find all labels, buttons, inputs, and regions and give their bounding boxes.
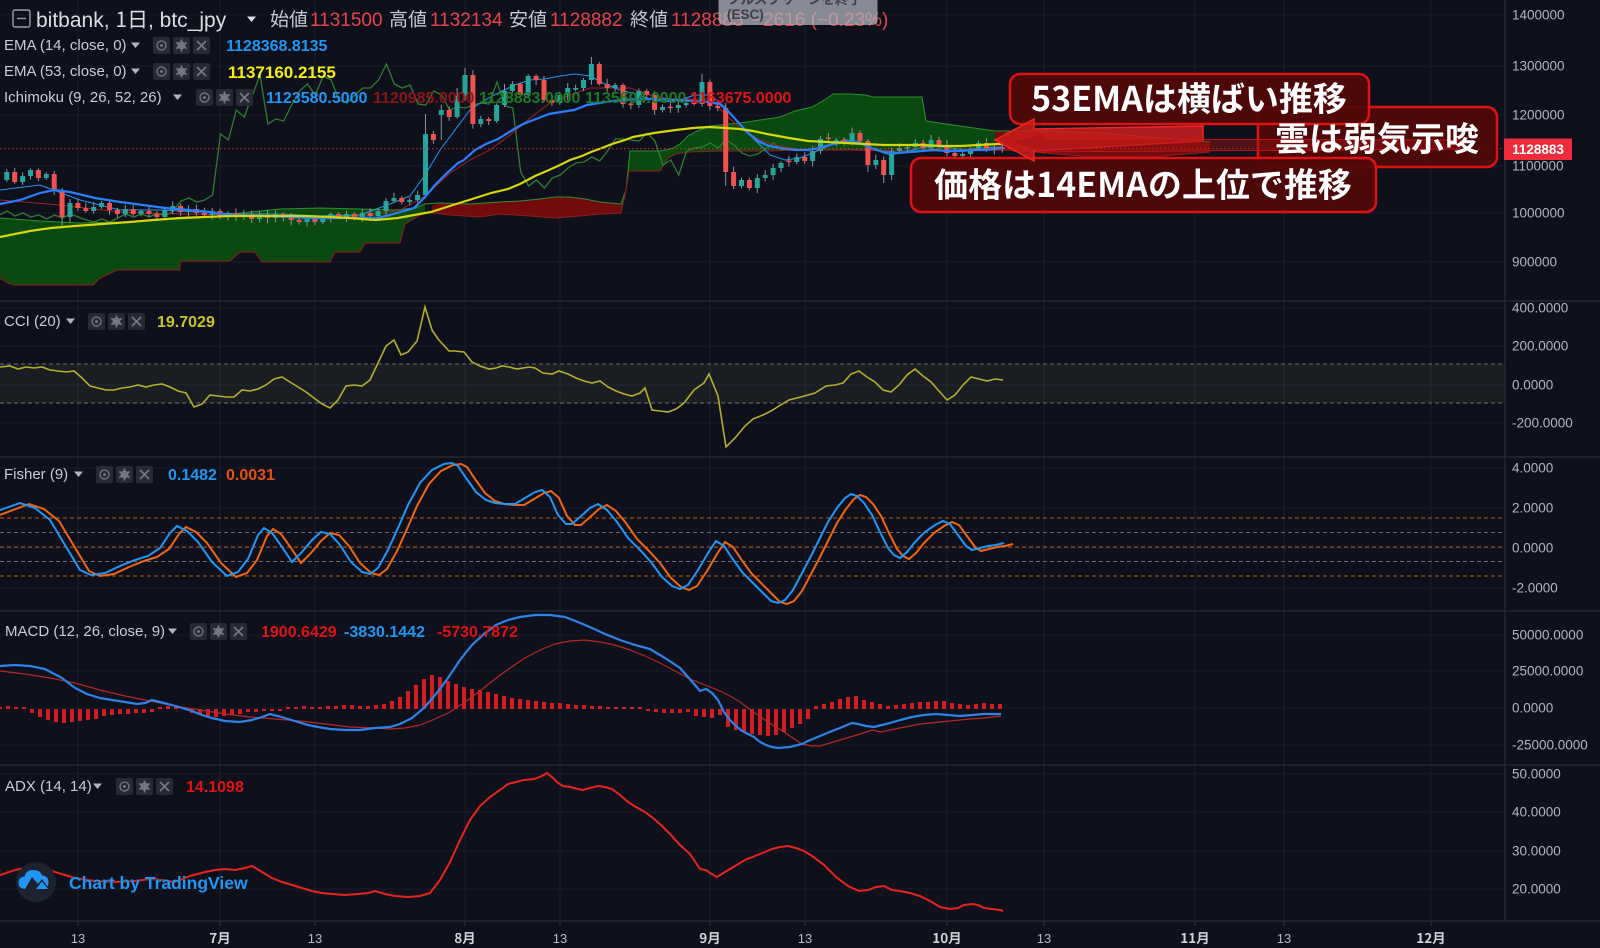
svg-text:1128368.8135: 1128368.8135 xyxy=(226,38,328,55)
svg-text:1123580.5000: 1123580.5000 xyxy=(266,90,368,107)
svg-text:Ichimoku (9, 26, 52, 26): Ichimoku (9, 26, 52, 26) xyxy=(4,89,162,106)
svg-text:13: 13 xyxy=(553,931,567,946)
svg-text:1131500: 1131500 xyxy=(310,10,383,31)
svg-text:13: 13 xyxy=(798,931,812,946)
svg-text:13: 13 xyxy=(71,931,85,946)
svg-text:1128883.0000: 1128883.0000 xyxy=(479,90,581,107)
svg-text:1128883: 1128883 xyxy=(1512,142,1564,157)
svg-text:MACD (12, 26, close, 9): MACD (12, 26, close, 9) xyxy=(5,623,165,640)
svg-text:1400000: 1400000 xyxy=(1512,8,1565,23)
svg-text:400.0000: 400.0000 xyxy=(1512,301,1568,316)
svg-text:CCI (20): CCI (20) xyxy=(4,313,61,330)
svg-text:1163675.0000: 1163675.0000 xyxy=(690,90,792,107)
svg-text:2.0000: 2.0000 xyxy=(1512,501,1553,516)
svg-text:0.0000: 0.0000 xyxy=(1512,701,1553,716)
svg-text:0.0031: 0.0031 xyxy=(226,467,275,484)
svg-text:-200.0000: -200.0000 xyxy=(1512,416,1573,431)
svg-text:200.0000: 200.0000 xyxy=(1512,339,1568,354)
svg-text:, btc_jpy: , btc_jpy xyxy=(148,9,227,32)
svg-text:4.0000: 4.0000 xyxy=(1512,461,1553,476)
svg-text:-3830.1442: -3830.1442 xyxy=(344,624,425,641)
svg-text:1128882: 1128882 xyxy=(550,10,623,31)
svg-text:1135604.0000: 1135604.0000 xyxy=(585,90,687,107)
svg-text:1900.6429: 1900.6429 xyxy=(261,624,337,641)
svg-text:1137160.2155: 1137160.2155 xyxy=(228,63,336,82)
svg-text:30.0000: 30.0000 xyxy=(1512,844,1561,859)
svg-text:EMA (53, close, 0): EMA (53, close, 0) xyxy=(4,63,127,80)
svg-text:13: 13 xyxy=(1037,931,1051,946)
svg-text:(ESC): (ESC) xyxy=(727,7,764,22)
svg-text:1300000: 1300000 xyxy=(1512,59,1565,74)
svg-text:1200000: 1200000 xyxy=(1512,108,1565,123)
svg-text:900000: 900000 xyxy=(1512,255,1557,270)
svg-text:40.0000: 40.0000 xyxy=(1512,805,1561,820)
svg-text:0.1482: 0.1482 xyxy=(168,467,217,484)
svg-text:-5730.7872: -5730.7872 xyxy=(437,624,518,641)
svg-text:ADX (14, 14): ADX (14, 14) xyxy=(5,778,92,795)
svg-text:Fisher (9): Fisher (9) xyxy=(4,466,68,483)
svg-text:-25000.0000: -25000.0000 xyxy=(1512,738,1588,753)
svg-text:EMA (14, close, 0): EMA (14, close, 0) xyxy=(4,37,127,54)
svg-text:50000.0000: 50000.0000 xyxy=(1512,628,1583,643)
svg-text:1120985.0000: 1120985.0000 xyxy=(373,90,475,107)
svg-text:Chart by TradingView: Chart by TradingView xyxy=(69,873,248,893)
svg-text:0.0000: 0.0000 xyxy=(1512,378,1553,393)
svg-text:-2.0000: -2.0000 xyxy=(1512,581,1558,596)
svg-text:20.0000: 20.0000 xyxy=(1512,882,1561,897)
svg-text:1100000: 1100000 xyxy=(1512,159,1564,174)
svg-text:50.0000: 50.0000 xyxy=(1512,767,1561,782)
svg-text:0.0000: 0.0000 xyxy=(1512,541,1553,556)
svg-text:25000.0000: 25000.0000 xyxy=(1512,664,1583,679)
svg-text:1000000: 1000000 xyxy=(1512,206,1565,221)
svg-text:19.7029: 19.7029 xyxy=(157,314,215,331)
svg-text:13: 13 xyxy=(1277,931,1291,946)
svg-text:13: 13 xyxy=(308,931,322,946)
svg-text:1132134: 1132134 xyxy=(430,10,503,31)
svg-text:bitbank,: bitbank, xyxy=(36,9,110,32)
svg-text:14.1098: 14.1098 xyxy=(186,779,244,796)
